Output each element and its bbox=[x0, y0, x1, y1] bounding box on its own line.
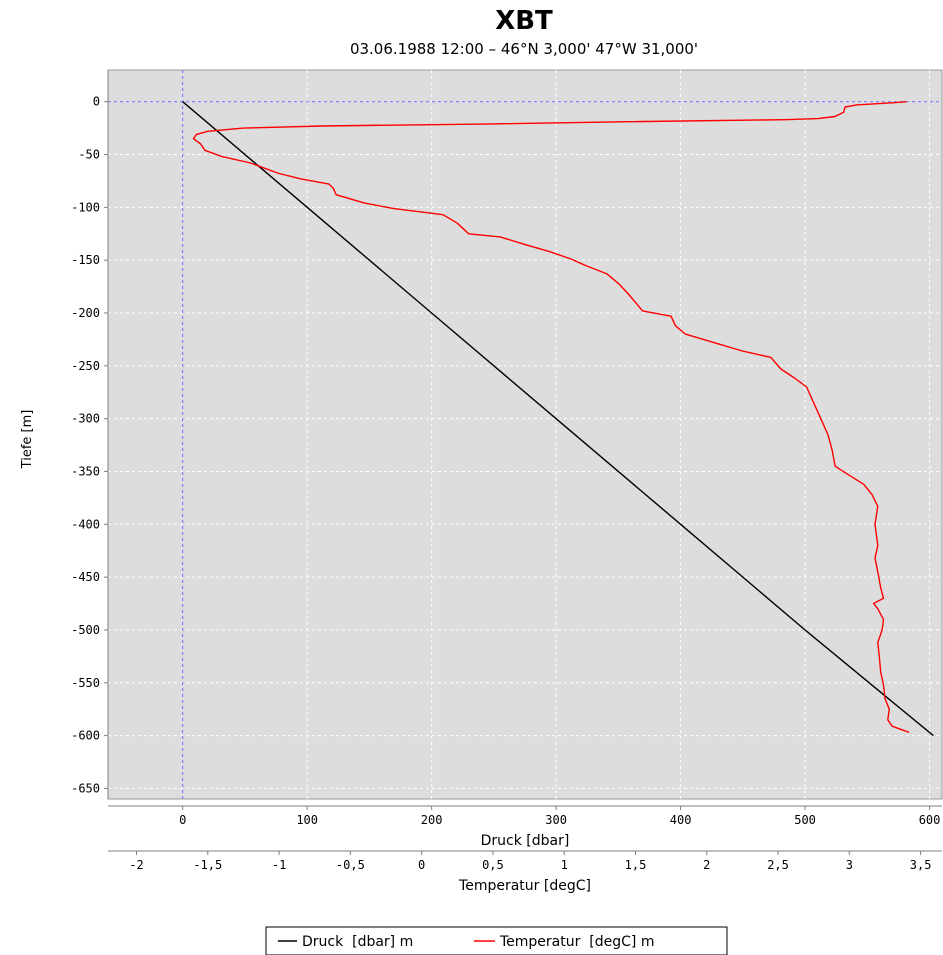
series bbox=[182, 101, 934, 737]
x-axes: 0 100 200 300 400 500 600 Druck [dbar] -2 -1,5 -1 -… bbox=[108, 805, 942, 894]
y-tick-label-7: -350 bbox=[71, 464, 100, 478]
x-tick-label-0-4: 400 bbox=[670, 813, 692, 827]
x-tick-label-1-0: -2 bbox=[129, 858, 143, 872]
x-tick-label-0-0: 0 bbox=[179, 813, 186, 827]
x-tick-label-1-1: -1,5 bbox=[193, 858, 222, 872]
y-tick-label-3: -150 bbox=[71, 253, 100, 267]
x-tick-label-1-3: -0,5 bbox=[336, 858, 365, 872]
y-tick-label-8: -400 bbox=[71, 517, 100, 531]
chart-subtitle: 03.06.1988 12:00 – 46°N 3,000' 47°W 31,0… bbox=[350, 40, 698, 58]
x-tick-label-1-5: 0,5 bbox=[482, 858, 504, 872]
y-tick-label-5: -250 bbox=[71, 359, 100, 373]
series-line-0 bbox=[182, 101, 934, 737]
series-line-1 bbox=[192, 101, 910, 734]
x-tick-label-1-4: 0 bbox=[418, 858, 425, 872]
x-tick-label-0-6: 600 bbox=[919, 813, 941, 827]
x-tick-label-1-6: 1 bbox=[561, 858, 568, 872]
y-axis-label: Tiefe [m] bbox=[20, 410, 35, 470]
x-tick-label-0-2: 200 bbox=[421, 813, 443, 827]
legend: Druck [dbar] m Temperatur [degC] m bbox=[265, 926, 728, 955]
legend-label-druck: Druck [dbar] m bbox=[302, 934, 413, 950]
legend-label-temperatur: Temperatur [degC] m bbox=[499, 934, 654, 950]
x-tick-label-1-11: 3,5 bbox=[910, 858, 932, 872]
x-tick-label-1-2: -1 bbox=[272, 858, 286, 872]
y-tick-label-9: -450 bbox=[71, 570, 100, 584]
plot-area bbox=[107, 69, 943, 800]
x-tick-label-1-9: 2,5 bbox=[767, 858, 789, 872]
x-tick-label-0-3: 300 bbox=[545, 813, 567, 827]
y-tick-label-13: -650 bbox=[71, 781, 100, 795]
y-tick-label-12: -600 bbox=[71, 729, 100, 743]
x-tick-label-1-7: 1,5 bbox=[625, 858, 647, 872]
legend-box bbox=[265, 926, 728, 955]
y-tick-label-0: 0 bbox=[93, 95, 100, 109]
y-tick-label-11: -550 bbox=[71, 676, 100, 690]
y-tick-label-10: -500 bbox=[71, 623, 100, 637]
x-tick-label-1-10: 3 bbox=[846, 858, 853, 872]
y-tick-label-4: -200 bbox=[71, 306, 100, 320]
x-tick-label-0-5: 500 bbox=[794, 813, 816, 827]
y-tick-label-2: -100 bbox=[71, 200, 100, 214]
chart-title: XBT bbox=[495, 6, 553, 36]
y-tick-label-1: -50 bbox=[78, 148, 100, 162]
grid bbox=[108, 70, 942, 799]
zero-reference-lines bbox=[108, 70, 942, 799]
x-axis-label-0: Druck [dbar] bbox=[481, 833, 570, 849]
y-tick-label-6: -300 bbox=[71, 412, 100, 426]
x-axis-label-1: Temperatur [degC] bbox=[458, 878, 591, 894]
x-tick-label-0-1: 100 bbox=[296, 813, 318, 827]
x-tick-label-1-8: 2 bbox=[703, 858, 710, 872]
y-axis: 0 -50 -100 -150 -200 -250 -300 -350 -400 -450 -500… bbox=[71, 70, 109, 799]
